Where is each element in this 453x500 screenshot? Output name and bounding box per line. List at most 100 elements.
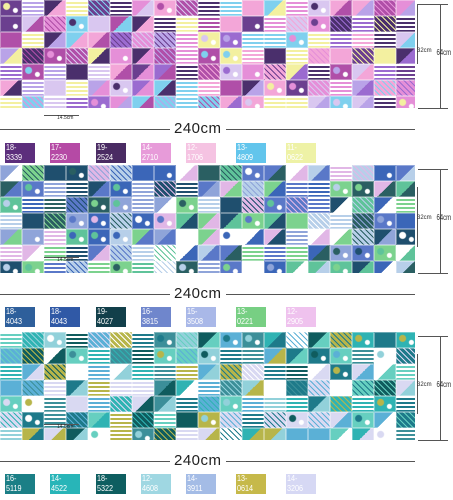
pattern-tile [374, 80, 396, 96]
pattern-tile [22, 229, 44, 245]
pattern-tile [0, 348, 22, 364]
pattern-tile [88, 380, 110, 396]
pattern-tile [44, 261, 66, 273]
pattern-tile [374, 396, 396, 412]
color-chip: 14-3206 [286, 473, 316, 494]
pattern-tile [110, 197, 132, 213]
pattern-tile [220, 396, 242, 412]
pattern-tile [330, 229, 352, 245]
pattern-tile [396, 213, 415, 229]
pattern-tile [176, 396, 198, 412]
pattern-tile [264, 348, 286, 364]
height-label: 64cm [436, 380, 452, 389]
pattern-tile [132, 245, 154, 261]
pattern-tile [22, 332, 44, 348]
pattern-tile [88, 96, 110, 108]
pattern-tile [198, 16, 220, 32]
pattern-tile [198, 412, 220, 428]
color-chip-code: 13-0614 [237, 473, 254, 493]
pattern-tile [198, 32, 220, 48]
pattern-tile [374, 32, 396, 48]
pattern-repeat-teal [0, 332, 415, 440]
pattern-tile [88, 428, 110, 440]
pattern-tile [88, 64, 110, 80]
pattern-tile [220, 165, 242, 181]
pattern-tile [154, 64, 176, 80]
color-chip: 12-1706 [186, 142, 216, 163]
pattern-tile [220, 348, 242, 364]
pattern-tile [44, 181, 66, 197]
pattern-tile [88, 197, 110, 213]
pattern-tile [88, 165, 110, 181]
pattern-tile [132, 380, 154, 396]
pattern-tile [198, 64, 220, 80]
pattern-tile [176, 332, 198, 348]
pattern-tile [154, 213, 176, 229]
pattern-tile [154, 0, 176, 16]
pattern-tile [330, 197, 352, 213]
pattern-tile [110, 80, 132, 96]
pattern-tile [396, 348, 415, 364]
pattern-tile [66, 364, 88, 380]
pattern-tile [110, 396, 132, 412]
pattern-tile [264, 96, 286, 108]
pattern-tile [308, 332, 330, 348]
pattern-tile [286, 96, 308, 108]
pattern-tile [374, 96, 396, 108]
pattern-tile [44, 332, 66, 348]
pattern-tile [352, 64, 374, 80]
pattern-tile [154, 348, 176, 364]
pattern-tile [242, 165, 264, 181]
color-chip: 16-5119 [5, 473, 35, 494]
color-chip-code: 17-2230 [51, 142, 68, 162]
colorway-panel-purple: 14.5cm 64cm 32cm 240cm 18-3339 17-2230 19-2524… [0, 0, 453, 165]
color-chip: 14-3911 [186, 473, 216, 494]
pattern-tile [242, 380, 264, 396]
pattern-tile [352, 428, 374, 440]
pattern-tile [132, 165, 154, 181]
pattern-tile [220, 261, 242, 273]
pattern-tile [330, 261, 352, 273]
pattern-tile [198, 348, 220, 364]
pattern-tile [242, 213, 264, 229]
pattern-tile [264, 48, 286, 64]
pattern-tile [22, 396, 44, 412]
pattern-tile [22, 261, 44, 273]
pattern-tile [264, 213, 286, 229]
pattern-tile [286, 229, 308, 245]
color-chip-code: 14-2710 [142, 142, 159, 162]
pattern-tile [176, 428, 198, 440]
pattern-tile [0, 48, 22, 64]
pattern-tile [396, 96, 415, 108]
pattern-tile [374, 213, 396, 229]
pattern-tile [154, 197, 176, 213]
pattern-tile [264, 16, 286, 32]
pattern-tile [0, 213, 22, 229]
pattern-tile [66, 0, 88, 16]
pattern-tile [176, 48, 198, 64]
color-chip: 11-0622 [286, 142, 316, 163]
pattern-tile [110, 412, 132, 428]
pattern-tile [286, 80, 308, 96]
pattern-tile [176, 16, 198, 32]
pattern-tile [176, 245, 198, 261]
pattern-tile [110, 48, 132, 64]
pattern-tile [154, 165, 176, 181]
pattern-tile [110, 213, 132, 229]
pattern-tile [308, 0, 330, 16]
pattern-tile [22, 16, 44, 32]
color-chip: 18-4043 [5, 306, 35, 327]
pattern-tile [264, 165, 286, 181]
color-chip-code: 14-3206 [287, 473, 304, 493]
pattern-tile [44, 48, 66, 64]
pattern-tile [308, 428, 330, 440]
pattern-tile [132, 261, 154, 273]
pattern-tile [66, 380, 88, 396]
pattern-tile [0, 181, 22, 197]
pattern-tile [44, 32, 66, 48]
pattern-tile [44, 0, 66, 16]
pattern-tile [242, 229, 264, 245]
pattern-tile [154, 332, 176, 348]
pattern-tile [374, 412, 396, 428]
pattern-tile [308, 380, 330, 396]
